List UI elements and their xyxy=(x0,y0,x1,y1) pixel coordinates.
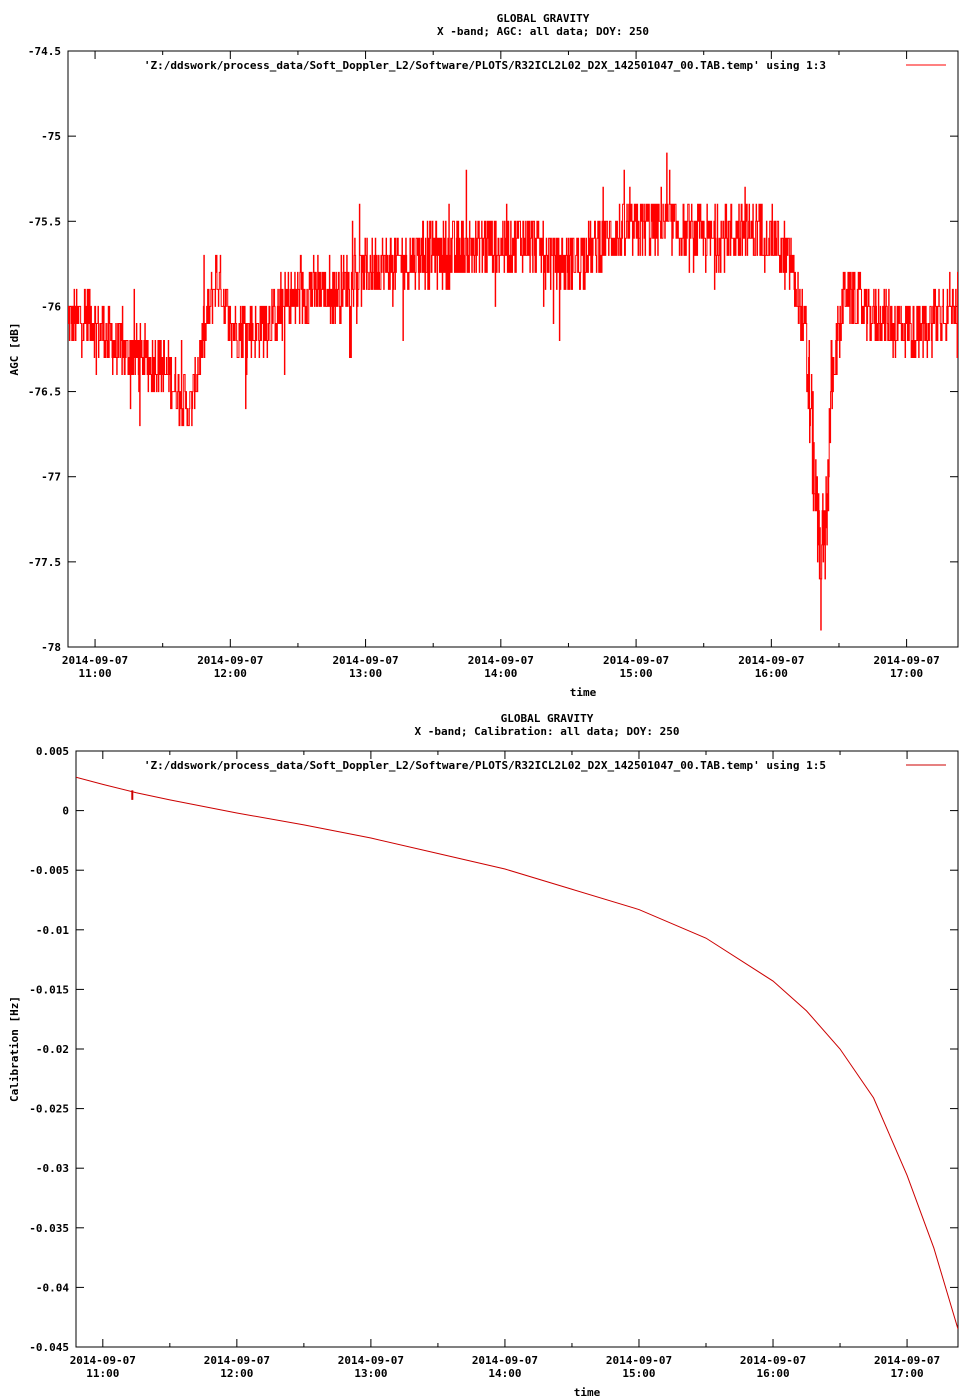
chart-1-xtick-date: 2014-09-07 xyxy=(603,654,669,667)
chart-2-frame xyxy=(75,750,959,1348)
chart-2-xtick-date: 2014-09-07 xyxy=(874,1354,940,1367)
chart-2-xlabel: time xyxy=(574,1386,601,1399)
chart-2-xtick-date: 2014-09-07 xyxy=(606,1354,672,1367)
chart-2-ytick-label: 0 xyxy=(62,805,69,818)
chart-1-legend-label: 'Z:/ddswork/process_data/Soft_Doppler_L2… xyxy=(144,59,826,72)
chart-1-xlabel: time xyxy=(570,686,597,699)
chart-1-ytick-label: -76 xyxy=(41,300,61,313)
chart-2-ytick-label: -0.03 xyxy=(36,1162,69,1175)
chart-2-ytick-label: 0.005 xyxy=(36,745,69,758)
chart-1-ytick-label: -77 xyxy=(41,471,61,484)
chart-2-subtitle: X -band; Calibration: all data; DOY: 250 xyxy=(415,725,680,738)
chart-1-xtick-time: 16:00 xyxy=(755,667,788,680)
chart-2-xtick-time: 17:00 xyxy=(891,1367,924,1380)
chart-2-ytick-label: -0.04 xyxy=(36,1281,69,1294)
chart-1-series-line xyxy=(68,152,958,631)
chart-2-ytick-label: -0.035 xyxy=(29,1222,69,1235)
chart-1-xtick-date: 2014-09-07 xyxy=(468,654,534,667)
chart-1-xtick-date: 2014-09-07 xyxy=(62,654,128,667)
chart-2-xtick-date: 2014-09-07 xyxy=(204,1354,270,1367)
chart-1-ytick-label: -76.5 xyxy=(28,386,61,399)
chart-1-ytick-label: -75 xyxy=(41,130,61,143)
chart-2-xtick-date: 2014-09-07 xyxy=(338,1354,404,1367)
chart-2-ytick-label: -0.01 xyxy=(36,924,69,937)
chart-2-xtick-time: 15:00 xyxy=(622,1367,655,1380)
chart-1-xtick-time: 15:00 xyxy=(620,667,653,680)
chart-1-xtick-date: 2014-09-07 xyxy=(197,654,263,667)
chart-1-xtick-date: 2014-09-07 xyxy=(738,654,804,667)
chart-1-xtick-time: 14:00 xyxy=(484,667,517,680)
chart-2-xtick-date: 2014-09-07 xyxy=(740,1354,806,1367)
chart-2-xtick-time: 12:00 xyxy=(220,1367,253,1380)
chart-1-xtick-time: 13:00 xyxy=(349,667,382,680)
chart-1-title: GLOBAL GRAVITY xyxy=(497,12,590,25)
chart-2-title: GLOBAL GRAVITY xyxy=(501,712,594,725)
chart-1-xtick-date: 2014-09-07 xyxy=(873,654,939,667)
chart-2-xtick-time: 11:00 xyxy=(86,1367,119,1380)
chart-2-ytick-label: -0.005 xyxy=(29,864,69,877)
chart-2-ytick-label: -0.025 xyxy=(29,1103,69,1116)
chart-1-xtick-time: 11:00 xyxy=(78,667,111,680)
chart-1-xtick-date: 2014-09-07 xyxy=(332,654,398,667)
chart-1-subtitle: X -band; AGC: all data; DOY: 250 xyxy=(437,25,649,38)
chart-1-ytick-label: -78 xyxy=(41,641,61,654)
chart-1-xtick-time: 17:00 xyxy=(890,667,923,680)
chart-2-xtick-time: 16:00 xyxy=(756,1367,789,1380)
chart-2-xtick-time: 13:00 xyxy=(354,1367,387,1380)
chart-1-ytick-label: -77.5 xyxy=(28,556,61,569)
chart-2-ytick-label: -0.02 xyxy=(36,1043,69,1056)
chart-2-ytick-label: -0.015 xyxy=(29,983,69,996)
chart-2-xtick-date: 2014-09-07 xyxy=(70,1354,136,1367)
chart-2-xtick-time: 14:00 xyxy=(488,1367,521,1380)
chart-2-ylabel: Calibration [Hz] xyxy=(8,996,21,1102)
chart-2-series-line xyxy=(76,776,958,1330)
chart-2-xtick-date: 2014-09-07 xyxy=(472,1354,538,1367)
chart-1-ylabel: AGC [dB] xyxy=(8,323,21,376)
chart-1-ytick-label: -75.5 xyxy=(28,215,61,228)
chart-2-legend-label: 'Z:/ddswork/process_data/Soft_Doppler_L2… xyxy=(144,759,826,772)
chart-1-xtick-time: 12:00 xyxy=(214,667,247,680)
chart-1-ytick-label: -74.5 xyxy=(28,45,61,58)
chart-2-ytick-label: -0.045 xyxy=(29,1341,69,1354)
